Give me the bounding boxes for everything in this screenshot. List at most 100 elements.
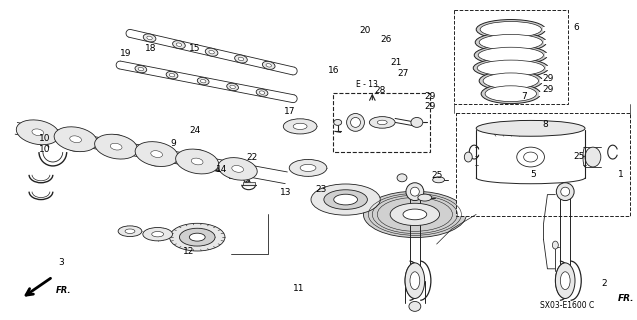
Ellipse shape <box>479 71 543 91</box>
Ellipse shape <box>483 73 538 89</box>
Ellipse shape <box>479 34 543 50</box>
Ellipse shape <box>411 117 423 127</box>
Ellipse shape <box>173 41 185 49</box>
Text: 6: 6 <box>573 23 579 32</box>
Ellipse shape <box>176 43 182 46</box>
Text: 21: 21 <box>390 58 402 67</box>
Text: 17: 17 <box>283 108 295 116</box>
Ellipse shape <box>300 164 316 172</box>
Text: FR.: FR. <box>618 294 634 303</box>
Ellipse shape <box>230 85 235 89</box>
Ellipse shape <box>95 134 138 159</box>
Ellipse shape <box>410 272 420 290</box>
Ellipse shape <box>377 120 387 124</box>
Text: FR.: FR. <box>56 286 71 295</box>
Ellipse shape <box>480 21 541 37</box>
Ellipse shape <box>334 119 341 125</box>
Ellipse shape <box>350 117 361 127</box>
Bar <box>547 66 552 70</box>
Text: E - 13: E - 13 <box>355 80 377 89</box>
Ellipse shape <box>347 114 364 131</box>
Ellipse shape <box>227 83 238 91</box>
Ellipse shape <box>189 233 205 241</box>
Ellipse shape <box>143 34 156 42</box>
Ellipse shape <box>209 51 214 54</box>
Ellipse shape <box>176 149 218 174</box>
Ellipse shape <box>151 151 162 157</box>
FancyBboxPatch shape <box>456 113 629 216</box>
Text: 25: 25 <box>573 152 585 161</box>
Ellipse shape <box>397 174 407 182</box>
Bar <box>538 92 543 96</box>
Bar <box>243 182 255 185</box>
Text: 18: 18 <box>145 44 157 53</box>
Ellipse shape <box>152 231 164 237</box>
Text: 29: 29 <box>542 74 554 83</box>
Bar <box>545 53 550 57</box>
Text: 24: 24 <box>189 126 201 135</box>
Ellipse shape <box>410 187 419 196</box>
Ellipse shape <box>403 209 427 220</box>
Ellipse shape <box>473 58 548 78</box>
Text: 20: 20 <box>359 26 371 35</box>
Ellipse shape <box>256 89 268 96</box>
Ellipse shape <box>166 71 178 79</box>
Text: 27: 27 <box>397 69 408 78</box>
Text: 29: 29 <box>542 85 554 94</box>
Ellipse shape <box>259 91 265 94</box>
Text: 16: 16 <box>328 66 340 75</box>
Ellipse shape <box>561 187 569 196</box>
Ellipse shape <box>192 149 205 157</box>
Ellipse shape <box>464 152 472 162</box>
Bar <box>543 28 548 31</box>
Ellipse shape <box>54 127 97 152</box>
Ellipse shape <box>218 158 257 180</box>
Ellipse shape <box>476 20 545 39</box>
Bar <box>540 79 545 83</box>
Ellipse shape <box>556 183 574 201</box>
FancyBboxPatch shape <box>333 93 430 152</box>
Ellipse shape <box>143 228 173 241</box>
Text: 13: 13 <box>280 188 291 197</box>
Ellipse shape <box>475 32 547 52</box>
Ellipse shape <box>68 144 81 151</box>
Ellipse shape <box>191 158 203 165</box>
Ellipse shape <box>201 79 206 83</box>
Ellipse shape <box>478 47 543 63</box>
Ellipse shape <box>118 226 142 236</box>
Ellipse shape <box>561 272 570 290</box>
Ellipse shape <box>485 86 536 102</box>
Text: 12: 12 <box>183 247 194 256</box>
Ellipse shape <box>205 48 218 56</box>
Ellipse shape <box>474 45 547 65</box>
FancyBboxPatch shape <box>454 10 568 104</box>
Ellipse shape <box>433 177 445 183</box>
Ellipse shape <box>418 194 432 201</box>
Ellipse shape <box>180 228 215 246</box>
Ellipse shape <box>17 120 59 145</box>
Ellipse shape <box>289 159 327 176</box>
Ellipse shape <box>311 184 380 215</box>
Bar <box>229 173 239 178</box>
Text: 7: 7 <box>521 92 527 101</box>
Text: 25: 25 <box>431 171 443 180</box>
Text: 5: 5 <box>531 170 536 179</box>
Ellipse shape <box>238 57 244 61</box>
Ellipse shape <box>266 64 271 67</box>
Ellipse shape <box>477 60 545 76</box>
Ellipse shape <box>138 68 143 71</box>
Ellipse shape <box>125 229 135 234</box>
Ellipse shape <box>147 36 152 40</box>
Ellipse shape <box>406 183 424 201</box>
Text: 3: 3 <box>58 258 64 268</box>
Ellipse shape <box>110 143 122 150</box>
Ellipse shape <box>32 129 44 136</box>
Ellipse shape <box>111 135 124 142</box>
Text: 29: 29 <box>425 92 436 100</box>
Ellipse shape <box>405 263 425 299</box>
Text: 19: 19 <box>120 49 131 58</box>
Ellipse shape <box>585 147 601 167</box>
Ellipse shape <box>476 120 585 136</box>
Ellipse shape <box>262 61 275 69</box>
Text: 10: 10 <box>39 134 51 143</box>
